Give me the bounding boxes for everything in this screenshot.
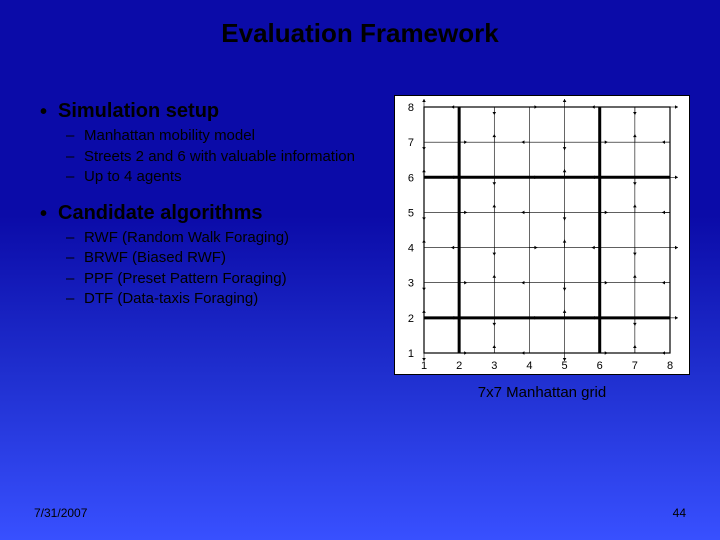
svg-text:7: 7 (408, 137, 414, 149)
bullet-dot: • (40, 100, 58, 124)
slide: Evaluation Framework • Simulation setup … (0, 0, 720, 540)
bullet-dash: – (66, 269, 84, 289)
bullet-level2: – PPF (Preset Pattern Foraging) (66, 269, 380, 289)
grid-figure: 11 2 2 3 3 4 4 5 5 6 6 7 7 8 8 (394, 95, 690, 375)
svg-text:5: 5 (562, 360, 568, 372)
svg-text:6: 6 (597, 360, 603, 372)
bullet-dash: – (66, 167, 84, 187)
bullet-dot: • (40, 202, 58, 226)
bullet-level2: – Up to 4 agents (66, 167, 380, 187)
footer-date: 7/31/2007 (34, 506, 87, 520)
slide-title: Evaluation Framework (0, 18, 720, 49)
bullet-text: BRWF (Biased RWF) (84, 248, 226, 268)
bullet-level2: – BRWF (Biased RWF) (66, 248, 380, 268)
svg-text:8: 8 (667, 360, 673, 372)
bullet-level1: • Candidate algorithms (40, 202, 380, 226)
svg-text:3: 3 (491, 360, 497, 372)
bullet-dash: – (66, 248, 84, 268)
bullet-level2: – DTF (Data-taxis Foraging) (66, 289, 380, 309)
bullet-text: Streets 2 and 6 with valuable informatio… (84, 147, 355, 167)
manhattan-grid-svg: 11 2 2 3 3 4 4 5 5 6 6 7 7 8 8 (394, 95, 690, 375)
content-body: • Simulation setup – Manhattan mobility … (40, 100, 380, 310)
svg-text:1: 1 (421, 360, 427, 372)
bullet-dash: – (66, 126, 84, 146)
bullet-dash: – (66, 147, 84, 167)
svg-text:7: 7 (632, 360, 638, 372)
bullet-level2: – Streets 2 and 6 with valuable informat… (66, 147, 380, 167)
svg-text:2: 2 (456, 360, 462, 372)
bullet-level2: – RWF (Random Walk Foraging) (66, 228, 380, 248)
bullet-level1: • Simulation setup (40, 100, 380, 124)
svg-text:6: 6 (408, 172, 414, 184)
section-heading: Simulation setup (58, 100, 219, 123)
svg-text:4: 4 (526, 360, 532, 372)
bullet-dash: – (66, 228, 84, 248)
section-heading: Candidate algorithms (58, 202, 262, 225)
footer-page: 44 (673, 506, 686, 520)
svg-text:1: 1 (408, 348, 414, 360)
bullet-text: RWF (Random Walk Foraging) (84, 228, 289, 248)
svg-text:2: 2 (408, 313, 414, 325)
bullet-text: Up to 4 agents (84, 167, 182, 187)
svg-text:4: 4 (408, 243, 414, 255)
bullet-text: PPF (Preset Pattern Foraging) (84, 269, 287, 289)
svg-text:3: 3 (408, 278, 414, 290)
svg-text:8: 8 (408, 102, 414, 114)
svg-text:5: 5 (408, 207, 414, 219)
bullet-dash: – (66, 289, 84, 309)
figure-caption: 7x7 Manhattan grid (394, 384, 690, 401)
bullet-level2: – Manhattan mobility model (66, 126, 380, 146)
bullet-text: Manhattan mobility model (84, 126, 255, 146)
bullet-text: DTF (Data-taxis Foraging) (84, 289, 258, 309)
